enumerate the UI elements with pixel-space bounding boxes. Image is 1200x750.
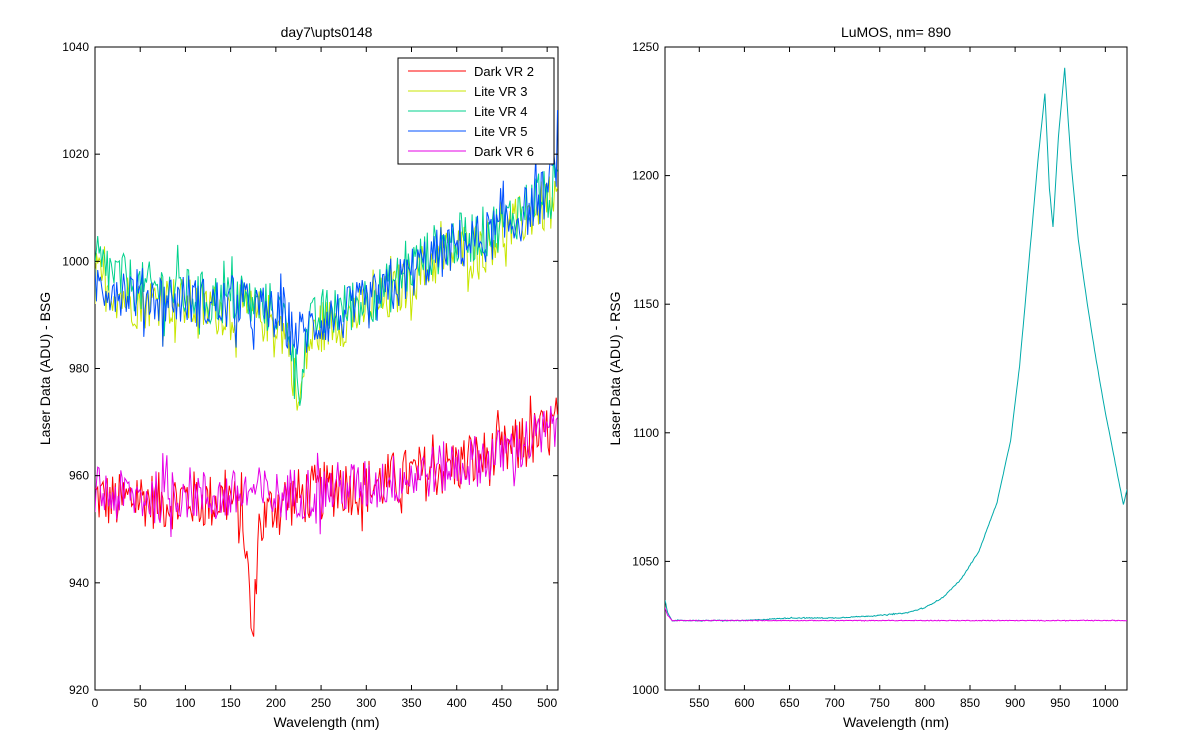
legend-label: Lite VR 5	[474, 124, 527, 139]
y-tick-label: 1000	[62, 254, 89, 268]
chart-title: day7\upts0148	[281, 24, 373, 40]
legend-label: Lite VR 4	[474, 104, 527, 119]
y-tick-label: 1020	[62, 147, 89, 161]
x-tick-label: 550	[689, 696, 709, 710]
legend-label: Lite VR 3	[474, 84, 527, 99]
x-tick-label: 600	[734, 696, 754, 710]
chart-panel-2: 550 600 650 700 750 800 850 900 950 1000 1000 1050 1…	[607, 24, 1128, 730]
y-tick-label: 1200	[632, 169, 659, 183]
x-tick-label: 400	[447, 696, 467, 710]
x-tick-label: 950	[1050, 696, 1070, 710]
x-tick-label: 800	[915, 696, 935, 710]
x-tick-label: 1000	[1092, 696, 1119, 710]
legend: Dark VR 2 Lite VR 3 Lite VR 4 Lite VR 5 Dark…	[397, 57, 555, 165]
x-tick-label: 500	[537, 696, 557, 710]
chart-panel-1: 0 50 100 150 200 250 300 350 400 450 500 920 940 960 9…	[37, 24, 559, 730]
x-tick-label: 850	[960, 696, 980, 710]
y-tick-label: 1050	[632, 554, 659, 568]
y-tick-label: 1250	[632, 40, 659, 54]
y-axis-label: Laser Data (ADU) - RSG	[607, 291, 623, 445]
y-tick-label: 960	[69, 469, 89, 483]
x-tick-label: 750	[870, 696, 890, 710]
y-tick-label: 1000	[632, 683, 659, 697]
y-tick-label: 920	[69, 683, 89, 697]
x-tick-label: 900	[1005, 696, 1025, 710]
x-tick-label: 250	[311, 696, 331, 710]
x-tick-label: 350	[401, 696, 421, 710]
series-line-4	[95, 110, 558, 356]
series-line-2	[95, 176, 558, 411]
x-axis-label: Wavelength (nm)	[273, 714, 379, 730]
y-tick-label: 940	[69, 576, 89, 590]
series-line-5	[95, 405, 558, 538]
x-tick-label: 300	[356, 696, 376, 710]
x-tick-label: 150	[221, 696, 241, 710]
legend-label: Dark VR 6	[474, 144, 534, 159]
chart-title: LuMOS, nm= 890	[841, 24, 951, 40]
x-tick-label: 450	[492, 696, 512, 710]
y-tick-label: 1040	[62, 40, 89, 54]
series-group	[665, 67, 1127, 622]
y-tick-label: 1100	[633, 426, 659, 440]
x-tick-label: 200	[266, 696, 286, 710]
y-tick-label: 1150	[633, 297, 659, 311]
y-tick-label: 980	[69, 362, 89, 376]
x-tick-label: 100	[175, 696, 195, 710]
x-tick-label: 50	[134, 696, 148, 710]
series-line-1	[95, 395, 558, 637]
legend-label: Dark VR 2	[474, 64, 534, 79]
series-group	[95, 110, 558, 637]
y-axis-label: Laser Data (ADU) - BSG	[37, 292, 53, 445]
series-line-2	[665, 607, 1127, 622]
x-tick-label: 0	[92, 696, 99, 710]
x-axis-label: Wavelength (nm)	[843, 714, 949, 730]
x-tick-label: 700	[825, 696, 845, 710]
plot-area	[664, 46, 1128, 691]
x-tick-label: 650	[780, 696, 800, 710]
